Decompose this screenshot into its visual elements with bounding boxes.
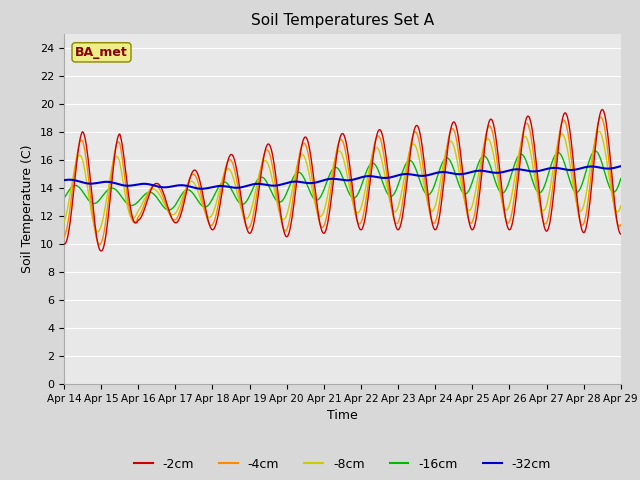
- Text: BA_met: BA_met: [75, 46, 128, 59]
- Title: Soil Temperatures Set A: Soil Temperatures Set A: [251, 13, 434, 28]
- Y-axis label: Soil Temperature (C): Soil Temperature (C): [22, 144, 35, 273]
- Legend: -2cm, -4cm, -8cm, -16cm, -32cm: -2cm, -4cm, -8cm, -16cm, -32cm: [129, 453, 556, 476]
- X-axis label: Time: Time: [327, 409, 358, 422]
